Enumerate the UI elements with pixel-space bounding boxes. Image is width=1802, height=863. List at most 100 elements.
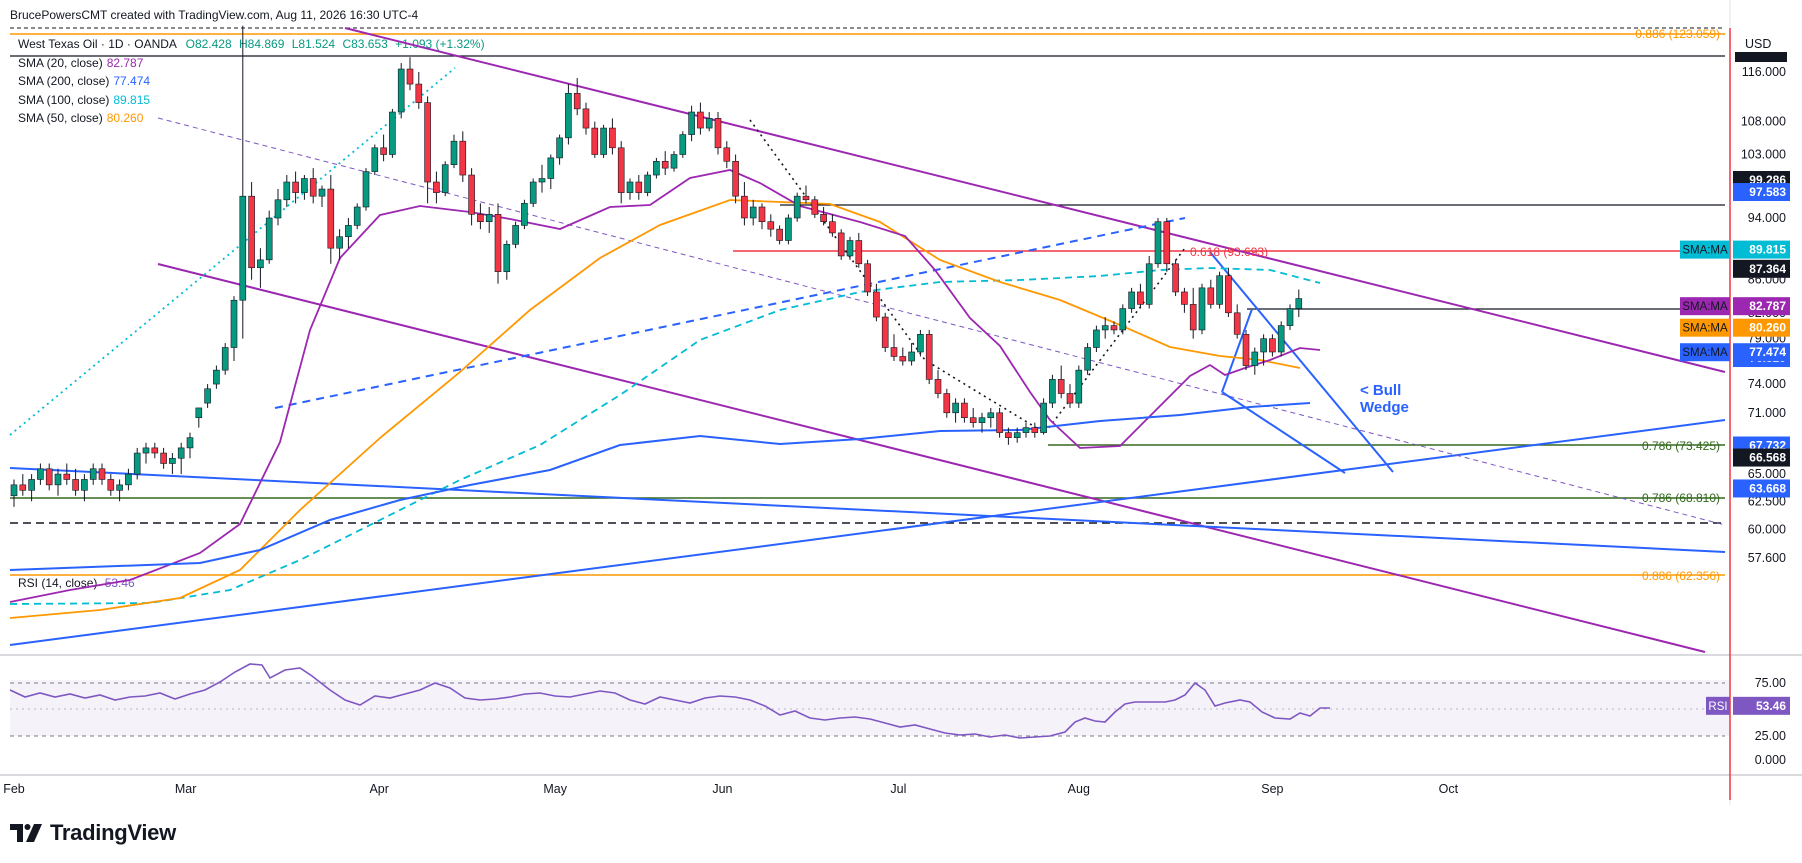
wedge-upper-line	[1209, 251, 1394, 473]
candle-body	[565, 92, 572, 139]
candle-body	[1251, 351, 1259, 366]
month-tick-label: Jul	[890, 782, 906, 796]
candle-body	[98, 468, 106, 480]
candle-body	[978, 417, 986, 423]
candle-body	[1031, 427, 1039, 433]
sma-100-value: 89.815	[113, 92, 151, 107]
price-badge	[1733, 343, 1790, 362]
candle-body	[125, 473, 132, 486]
candle-body	[433, 181, 440, 193]
candle-body	[441, 164, 449, 193]
candle-body	[1242, 333, 1250, 366]
candle-body	[1286, 308, 1294, 326]
candle-body	[1269, 338, 1276, 353]
ohlc-high: H84.869	[239, 37, 285, 51]
price-tick-label: 65.000	[1748, 467, 1786, 481]
candle-body	[873, 291, 880, 318]
candle-body	[397, 68, 405, 113]
candle-body	[327, 188, 335, 249]
ohlc-low: L81.524	[291, 37, 336, 51]
candle-body	[1145, 263, 1153, 305]
candle-body	[1022, 427, 1030, 433]
price-tick-label: 62.500	[1748, 494, 1786, 508]
candle-body	[1119, 308, 1127, 331]
price-badge-text: 82.787	[1749, 299, 1786, 313]
month-tick-label: May	[543, 782, 567, 796]
candle-body	[925, 333, 933, 380]
candle-body	[283, 181, 291, 201]
brand-name: TradingView	[50, 820, 176, 845]
candle-body	[961, 402, 968, 419]
candle-body	[28, 479, 35, 491]
candle-body	[133, 452, 141, 475]
price-badge-text: 80.260	[1749, 321, 1786, 335]
candle-body	[767, 221, 775, 230]
candle-body	[389, 111, 396, 155]
candle-body	[81, 479, 88, 491]
ma-badge-tag-text: SMA:MA	[1682, 323, 1728, 335]
candle-body	[450, 140, 458, 165]
candle-body	[151, 447, 159, 454]
mid-dashed-trend	[157, 117, 1726, 526]
candle-body	[556, 137, 563, 159]
candle-body	[793, 195, 801, 219]
footer-logo[interactable]: TradingView	[10, 820, 176, 846]
rsi-badge-tag	[1706, 696, 1730, 715]
candle-body	[1260, 338, 1267, 353]
candle-body	[1137, 291, 1144, 305]
candle-body	[529, 181, 537, 204]
price-badges: 99.28697.58387.36476.82967.73266.56863.6…	[1680, 171, 1790, 498]
tradingview-logo-icon	[10, 824, 42, 842]
sma-20-value: 82.787	[106, 55, 144, 70]
candle-body	[353, 206, 361, 226]
candle-body	[714, 118, 722, 149]
candle-body	[10, 484, 18, 497]
candle-body	[54, 473, 62, 486]
ma-badge-tag-text: SMA:MA	[1682, 245, 1728, 257]
candle-body	[969, 417, 977, 423]
rsi-tick-label: 75.00	[1755, 676, 1786, 690]
candle-body	[890, 347, 898, 357]
candle-body	[1075, 369, 1083, 404]
candle-body	[265, 217, 273, 261]
candle-body	[186, 437, 194, 449]
candle-body	[336, 236, 343, 249]
candle-body	[380, 147, 387, 155]
candle-body	[1040, 402, 1047, 433]
candle-body	[661, 160, 669, 169]
candle-body	[591, 127, 599, 155]
candle-body	[1163, 221, 1171, 265]
sma-20-row[interactable]: SMA (20, close) 82.787	[18, 54, 485, 73]
candle-body	[362, 171, 370, 208]
month-tick-label: Apr	[369, 782, 388, 796]
sma-100-row[interactable]: SMA (100, close) 89.815	[18, 91, 485, 110]
candle-body	[1154, 221, 1162, 265]
price-badge	[1733, 297, 1790, 316]
candle-body	[1198, 287, 1206, 331]
candle-body	[829, 221, 836, 234]
sma-50-row[interactable]: SMA (50, close) 80.260	[18, 109, 485, 128]
price-badge-text: 77.474	[1749, 345, 1786, 359]
candle-body	[521, 203, 528, 226]
sma-200-row[interactable]: SMA (200, close) 77.474	[18, 72, 485, 91]
candle-body	[309, 178, 317, 197]
candle-body	[45, 468, 53, 486]
price-tick-label: 74.000	[1748, 377, 1786, 391]
candle-body	[670, 154, 678, 169]
candle-body	[846, 240, 854, 257]
candle-body	[952, 402, 959, 414]
candle-body	[547, 157, 555, 179]
candle-body	[468, 174, 475, 215]
candle-body	[301, 178, 308, 193]
rsi-axis[interactable]: 75.00 25.00 0.000 RSI 53.46	[1706, 676, 1790, 767]
instrument-name[interactable]: West Texas Oil · 1D · OANDA	[18, 37, 177, 51]
candle-body	[653, 160, 660, 176]
rsi-legend[interactable]: RSI (14, close) 53.46	[18, 576, 135, 590]
price-badge	[1733, 240, 1790, 259]
candle-body	[609, 127, 616, 149]
candle-body	[318, 188, 326, 197]
month-tick-label: Sep	[1261, 782, 1283, 796]
time-axis[interactable]: Feb Mar Apr May Jun Jul Aug Sep Oct	[3, 782, 1458, 796]
candle-body	[785, 217, 792, 241]
